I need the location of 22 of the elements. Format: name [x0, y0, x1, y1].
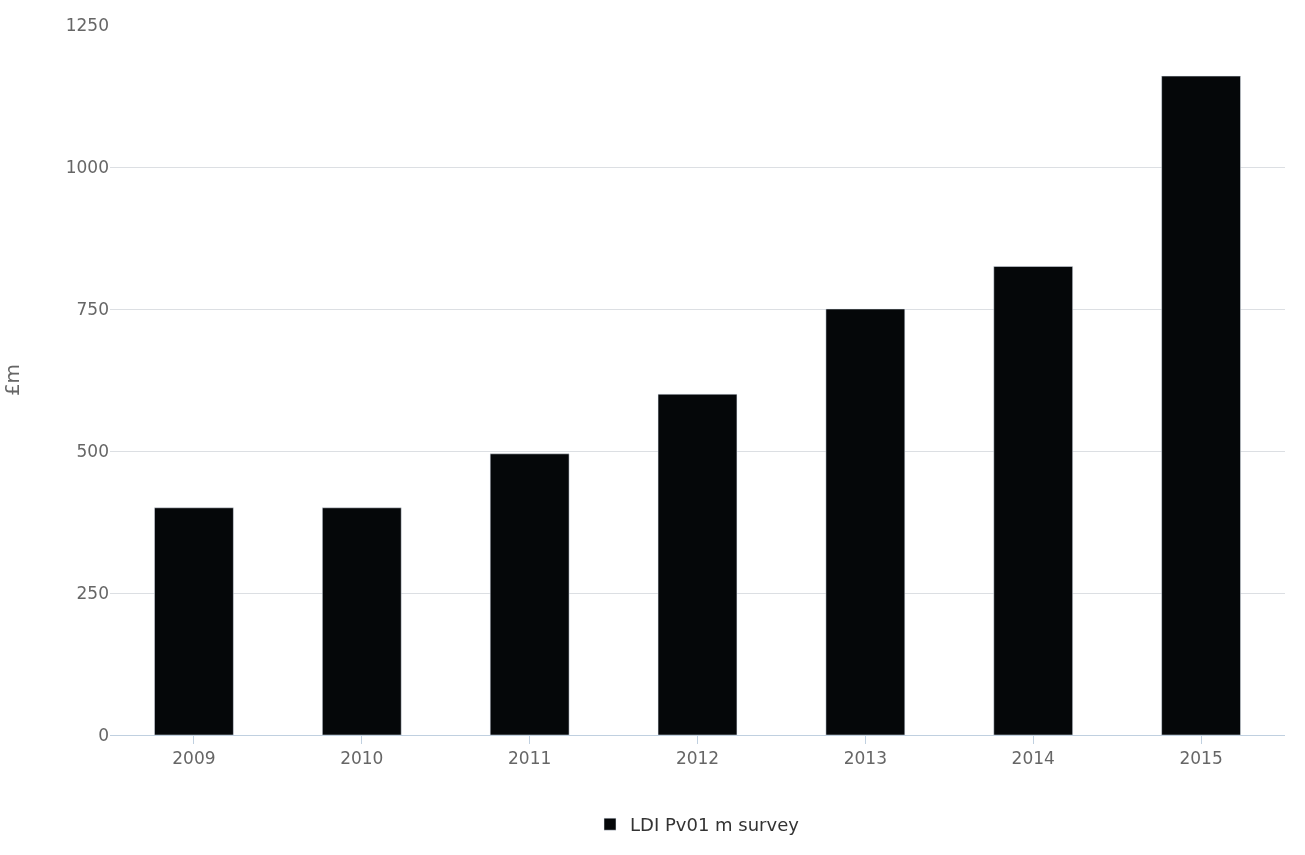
x-tick-label: 2014	[1011, 748, 1055, 769]
x-tick-label: 2010	[340, 748, 384, 769]
x-tick-label: 2011	[508, 748, 552, 769]
bar	[993, 266, 1073, 735]
bar	[1161, 75, 1241, 735]
y-tick-label: 750	[76, 298, 109, 319]
y-tick-label: 1000	[65, 156, 109, 177]
bar	[825, 308, 906, 735]
y-axis-title: £m	[0, 363, 25, 397]
bar	[657, 393, 738, 735]
y-tick-label: 500	[76, 440, 109, 461]
x-tick-label: 2012	[675, 748, 720, 769]
x-tick-label: 2015	[1179, 748, 1223, 769]
legend-label: LDI Pv01 m survey	[630, 814, 800, 836]
bar	[489, 453, 570, 735]
x-tick-label: 2009	[172, 748, 216, 769]
bar	[322, 507, 402, 735]
bar	[154, 507, 234, 735]
x-tick-label: 2013	[843, 748, 887, 769]
y-tick-label: 0	[98, 724, 109, 745]
y-tick-label: 1250	[65, 14, 109, 35]
y-tick-label: 250	[76, 582, 109, 603]
